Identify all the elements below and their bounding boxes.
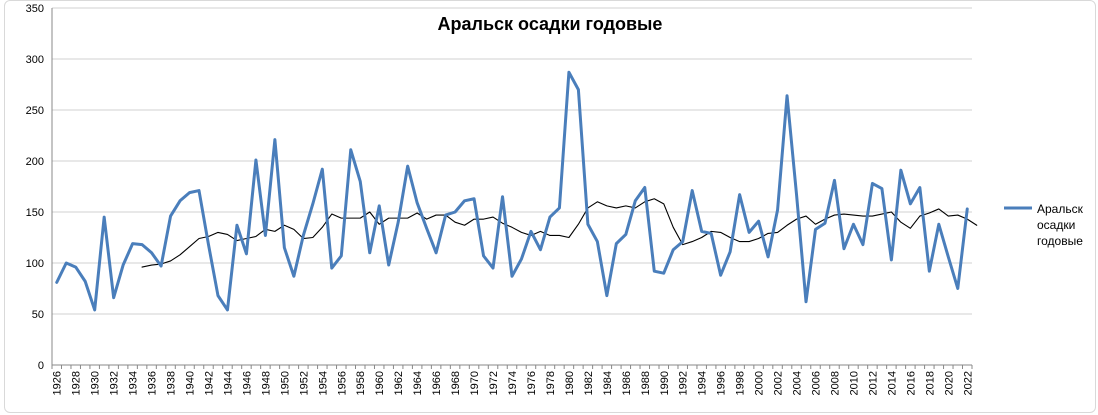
x-tick-label: 1940: [185, 371, 197, 395]
x-tick-label: 1966: [431, 371, 443, 395]
x-tick-label: 1942: [203, 371, 215, 395]
x-tick-label: 1984: [602, 371, 614, 395]
y-tick-label: 300: [26, 54, 44, 66]
x-tick-label: 1950: [279, 371, 291, 395]
x-tick-label: 1980: [564, 371, 576, 395]
x-tick-label: 1986: [621, 371, 633, 395]
x-tick-label: 1962: [393, 371, 405, 395]
legend-label: Аральск осадки годовые: [1037, 202, 1084, 248]
gridlines: [52, 7, 972, 315]
x-tick-label: 1998: [735, 371, 747, 395]
legend-label-line: годовые: [1037, 234, 1083, 248]
x-tick-label: 1996: [716, 371, 728, 395]
x-tick-label: 1956: [336, 371, 348, 395]
x-tick-label: 2006: [811, 371, 823, 395]
x-tick-label: 2008: [829, 371, 841, 395]
x-tick-label: 1992: [678, 371, 690, 395]
x-tick-label: 1982: [583, 371, 595, 395]
x-tick-label: 1976: [526, 371, 538, 395]
legend: Аральск осадки годовые: [1004, 202, 1084, 248]
x-tick-label: 1936: [147, 371, 159, 395]
x-tick-label: 2016: [905, 371, 917, 395]
x-tick-label: 2000: [754, 371, 766, 395]
legend-label-line: Аральск: [1037, 202, 1084, 216]
y-axis-ticks: 0 50 100 150 200 250 300 350: [26, 3, 44, 372]
x-tick-label: 1968: [450, 371, 462, 395]
y-tick-label: 0: [38, 360, 44, 372]
x-tick-label: 1972: [488, 371, 500, 395]
x-tick-label: 1954: [317, 371, 329, 395]
x-axis: 1926 1928 1930 1932 1934 1936 1938 1940 1942 1944…: [51, 8, 974, 395]
x-tick-label: 2004: [792, 371, 804, 395]
x-tick-label: 1952: [298, 371, 310, 395]
x-tick-label: 2022: [962, 371, 974, 395]
x-tick-label: 1946: [241, 371, 253, 395]
series-layer: [55, 70, 978, 312]
x-tick-label: 1994: [697, 371, 709, 395]
x-tick-label: 1926: [52, 371, 64, 395]
x-tick-label: 1938: [166, 371, 178, 395]
series-line-main: [55, 70, 969, 312]
x-tick-label: 1930: [90, 371, 102, 395]
y-tick-label: 50: [32, 309, 44, 321]
chart-title: Аральск осадки годовые: [438, 14, 663, 34]
chart-frame: [4, 0, 1096, 413]
x-tick-label: 1970: [469, 371, 481, 395]
x-tick-label: 1964: [412, 371, 424, 395]
y-tick-label: 100: [26, 258, 44, 270]
x-tick-label: 1932: [109, 371, 121, 395]
y-tick-label: 150: [26, 207, 44, 219]
x-tick-label: 1988: [640, 371, 652, 395]
x-tick-label: 2018: [924, 371, 936, 395]
x-tick-label: 1990: [659, 371, 671, 395]
y-tick-label: 200: [26, 156, 44, 168]
x-tick-label: 1934: [128, 371, 140, 395]
x-tick-label: 1928: [71, 371, 83, 395]
y-tick-label: 250: [26, 105, 44, 117]
legend-label-line: осадки: [1037, 218, 1075, 232]
x-tick-label: 2014: [886, 371, 898, 395]
x-tick-label: 2020: [943, 371, 955, 395]
x-tick-label: 1944: [222, 371, 234, 395]
y-tick-label: 350: [26, 3, 44, 15]
x-tick-label: 2012: [867, 371, 879, 395]
x-tick-label: 1974: [507, 371, 519, 395]
x-tick-label: 1958: [355, 371, 367, 395]
x-tick-label: 2010: [848, 371, 860, 395]
x-tick-label: 1960: [374, 371, 386, 395]
x-tick-label: 2002: [773, 371, 785, 395]
x-tick-label: 1948: [260, 371, 272, 395]
x-tick-label: 1978: [545, 371, 557, 395]
